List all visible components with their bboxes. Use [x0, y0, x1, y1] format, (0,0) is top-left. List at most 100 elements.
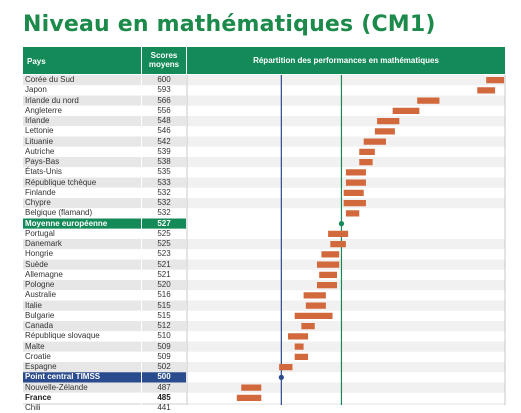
country-name: Pays-Bas: [25, 157, 60, 166]
row-bg-score: [142, 157, 186, 168]
country-name: Hongrie: [25, 249, 54, 259]
performance-bar: [279, 364, 293, 371]
row-bg-score: [142, 403, 186, 405]
row-bg-country: [23, 177, 141, 188]
mean-point: [338, 221, 345, 227]
country-score: 510: [157, 331, 171, 341]
row-bg-country: [23, 95, 141, 106]
country-name: Lituanie: [25, 136, 54, 146]
row-bg-score: [142, 146, 186, 157]
country-name: Nouvelle-Zélande: [25, 382, 88, 392]
country-name: Italie: [25, 300, 42, 310]
performance-bar: [363, 138, 386, 145]
performance-bar: [303, 292, 326, 299]
performance-bar: [359, 148, 375, 155]
row-bg-country: [23, 208, 141, 219]
table-row: Canada 512: [23, 321, 186, 331]
country-score: 535: [157, 167, 171, 177]
row-bg-score: [142, 310, 186, 321]
header-score-label: Scores moyens: [142, 51, 186, 69]
row-bg-country: [23, 403, 141, 405]
country-score: 516: [157, 290, 171, 300]
country-score: 542: [157, 136, 171, 146]
table-row: Autriche 539: [23, 147, 186, 157]
row-bg-score: [142, 300, 186, 311]
country-name: Angleterre: [25, 105, 62, 115]
performance-bar: [330, 241, 346, 248]
country-score: 532: [157, 208, 171, 218]
country-name: Suède: [25, 259, 49, 269]
row-bg-plot: [187, 75, 505, 86]
row-bg-plot: [187, 116, 505, 127]
performance-bar: [328, 230, 349, 237]
country-name: France: [25, 392, 52, 402]
country-name: Allemagne: [25, 269, 63, 279]
country-score: 521: [157, 259, 171, 269]
country-name: Lettonie: [25, 126, 54, 136]
table-row: Bulgarie 515: [23, 311, 186, 321]
table-row: Pologne 520: [23, 280, 186, 290]
header-chart-label: Répartition des performances en mathémat…: [253, 56, 439, 65]
row-bg-score: [142, 75, 186, 86]
row-bg-country: [23, 116, 141, 127]
row-bg-score: [142, 351, 186, 362]
performance-bar: [294, 312, 333, 319]
performance-bar: [477, 87, 496, 94]
country-score: 523: [157, 249, 171, 259]
row-bg-country: [23, 362, 141, 373]
table-row: Irlande 548: [23, 116, 186, 126]
country-score: 533: [157, 177, 171, 187]
country-score: 515: [157, 310, 171, 320]
row-bg-plot: [187, 321, 505, 332]
country-score: 525: [157, 228, 171, 238]
country-name: Bulgarie: [25, 310, 55, 320]
country-name: Autriche: [25, 146, 55, 156]
country-name: Irlande: [25, 116, 50, 125]
table-row: Moyenne européenne 527: [23, 219, 186, 229]
row-bg-score: [142, 116, 186, 127]
country-name: Irlande du nord: [25, 95, 79, 105]
table-row: Italie 515: [23, 301, 186, 311]
row-bg-country: [23, 228, 141, 239]
table-row: Angleterre 556: [23, 106, 186, 116]
country-score: 538: [157, 157, 171, 166]
table-row: États-Unis 535: [23, 167, 186, 177]
row-bg-country: [23, 187, 141, 198]
row-bg-plot: [187, 239, 505, 250]
country-name: Japon: [25, 85, 47, 95]
table-row: Japon 593: [23, 85, 186, 95]
table-row: Suède 521: [23, 260, 186, 270]
country-name: Canada: [25, 321, 54, 330]
performance-bar: [288, 333, 309, 340]
row-bg-country: [23, 382, 141, 393]
country-score: 600: [157, 75, 171, 84]
country-name: Corée du Sud: [25, 75, 75, 84]
row-bg-country: [23, 341, 141, 352]
country-score: 502: [157, 362, 171, 371]
table-row: Portugal 525: [23, 229, 186, 239]
row-bg-score: [142, 126, 186, 137]
row-bg-score: [142, 218, 186, 229]
performance-bar: [377, 118, 400, 125]
row-bg-plot: [187, 259, 505, 270]
performance-bar: [241, 384, 262, 391]
table-row: Lettonie 546: [23, 126, 186, 136]
row-bg-country: [23, 85, 141, 96]
country-score: 527: [157, 218, 171, 228]
country-score: 520: [157, 280, 171, 289]
performance-bar: [301, 323, 315, 330]
country-score: 546: [157, 126, 171, 136]
country-name: Portugal: [25, 228, 55, 238]
country-name: Australie: [25, 290, 57, 300]
row-bg-score: [142, 269, 186, 280]
row-bg-score: [142, 95, 186, 106]
table-row: Danemark 525: [23, 239, 186, 249]
row-bg-score: [142, 198, 186, 209]
country-name: Danemark: [25, 239, 62, 248]
row-bg-score: [142, 321, 186, 332]
country-score: 509: [157, 351, 171, 361]
table-row: République slovaque 510: [23, 331, 186, 341]
table-row: Australie 516: [23, 290, 186, 300]
country-name: États-Unis: [25, 167, 62, 177]
row-bg-plot: [187, 280, 505, 291]
